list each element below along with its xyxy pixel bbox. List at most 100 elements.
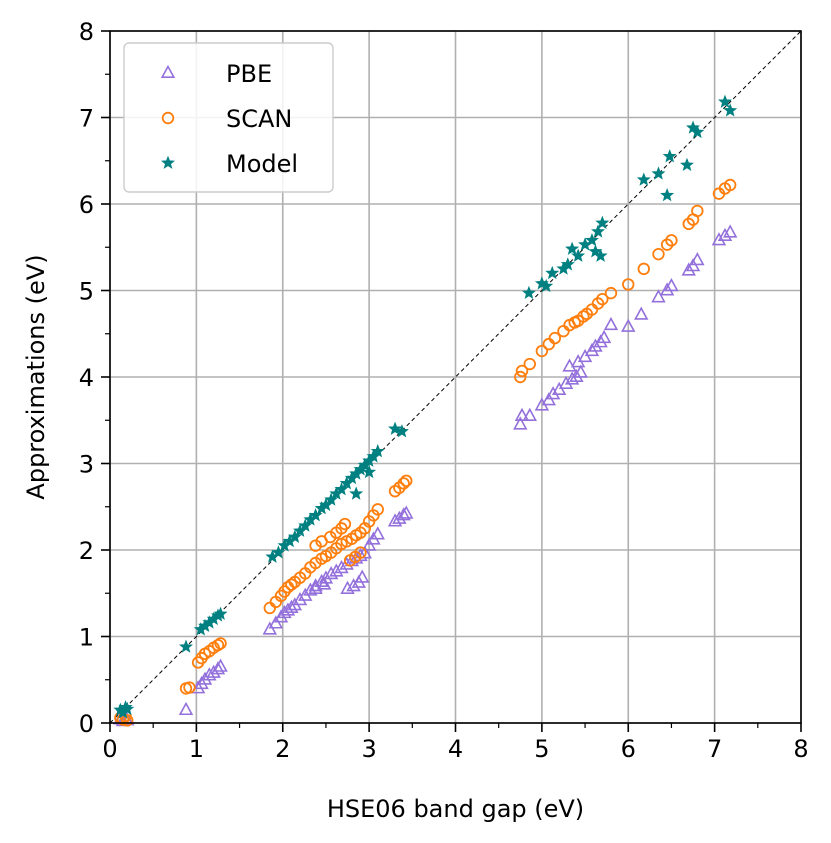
model-point bbox=[287, 529, 302, 543]
scan-point bbox=[622, 278, 635, 291]
model-point bbox=[334, 482, 349, 496]
model-point bbox=[571, 248, 586, 262]
pbe-point bbox=[664, 278, 679, 292]
data-points bbox=[113, 94, 738, 727]
scan-point bbox=[723, 178, 737, 192]
pbe-point bbox=[314, 573, 329, 588]
y-tick-label: 0 bbox=[79, 710, 94, 738]
pbe-point bbox=[210, 661, 226, 675]
pbe-point bbox=[588, 338, 603, 352]
pbe-point bbox=[621, 318, 636, 332]
scan-point bbox=[548, 331, 562, 345]
pbe-point bbox=[564, 371, 580, 385]
pbe-point bbox=[593, 334, 608, 348]
model-point bbox=[662, 149, 677, 163]
model-point bbox=[362, 464, 377, 479]
model-point bbox=[660, 188, 675, 202]
scan-point bbox=[121, 714, 134, 727]
pbe-point bbox=[303, 582, 318, 596]
pbe-point bbox=[603, 316, 619, 331]
pbe-point bbox=[651, 289, 666, 303]
y-tick-label: 2 bbox=[79, 537, 94, 565]
pbe-point bbox=[569, 368, 584, 383]
pbe-point bbox=[634, 306, 649, 320]
model-point bbox=[651, 166, 666, 180]
tick-marks bbox=[101, 30, 802, 732]
scan-point bbox=[400, 474, 413, 488]
model-point bbox=[324, 492, 339, 506]
model-point bbox=[636, 172, 651, 186]
scan-point bbox=[523, 357, 536, 371]
pbe-point bbox=[194, 675, 209, 690]
pbe-point bbox=[213, 658, 228, 672]
pbe-point bbox=[357, 545, 373, 559]
model-point bbox=[585, 233, 599, 247]
pbe-point bbox=[308, 578, 323, 592]
pbe-point bbox=[545, 386, 561, 400]
y-tick-label: 7 bbox=[79, 105, 94, 133]
scan-point bbox=[514, 370, 527, 384]
model-point bbox=[593, 248, 608, 262]
model-point bbox=[545, 265, 560, 280]
pbe-point bbox=[273, 609, 289, 623]
model-point bbox=[271, 545, 286, 559]
x-tick-label: 0 bbox=[102, 735, 117, 763]
scan-point bbox=[637, 262, 650, 276]
model-point bbox=[690, 124, 705, 139]
model-point bbox=[120, 701, 135, 716]
pbe-point bbox=[722, 224, 738, 238]
pbe-legend-marker bbox=[160, 64, 176, 79]
y-tick-label: 8 bbox=[79, 18, 94, 46]
model-point bbox=[394, 424, 409, 438]
reference-line-group bbox=[109, 30, 802, 724]
model-point bbox=[723, 103, 738, 117]
scan-point bbox=[604, 286, 618, 300]
model-point bbox=[718, 94, 732, 108]
scan-point bbox=[652, 247, 665, 261]
pbe-point bbox=[711, 232, 727, 246]
pbe-point bbox=[659, 282, 675, 296]
x-axis-label: HSE06 band gap (eV) bbox=[327, 795, 584, 823]
scan-point bbox=[354, 546, 367, 559]
scan-point bbox=[577, 310, 590, 323]
y-tick-label: 6 bbox=[79, 191, 94, 219]
scan-point bbox=[542, 337, 555, 351]
scan-point bbox=[371, 503, 384, 516]
x-tick-label: 5 bbox=[534, 735, 549, 763]
model-point bbox=[349, 486, 364, 500]
pbe-point bbox=[334, 559, 349, 574]
scan-point bbox=[596, 292, 609, 306]
reference-line bbox=[109, 30, 802, 724]
x-tick-label: 4 bbox=[448, 735, 463, 763]
pbe-point bbox=[197, 671, 213, 685]
pbe-point bbox=[584, 342, 600, 357]
pbe-point bbox=[355, 569, 370, 583]
pbe-point bbox=[317, 576, 332, 590]
x-tick-label: 2 bbox=[275, 735, 290, 763]
model-point bbox=[539, 278, 554, 293]
pbe-point bbox=[396, 507, 411, 521]
pbe-point bbox=[690, 252, 705, 266]
scan-legend-label: SCAN bbox=[226, 105, 292, 133]
pbe-point bbox=[522, 407, 537, 421]
x-tick-label: 3 bbox=[361, 735, 376, 763]
pbe-point bbox=[596, 329, 612, 344]
scan-point bbox=[557, 324, 570, 338]
pbe-point bbox=[329, 563, 344, 577]
scan-point bbox=[397, 477, 410, 490]
model-point bbox=[521, 285, 536, 300]
pbe-point bbox=[513, 416, 528, 430]
model-point bbox=[298, 518, 313, 532]
scan-point bbox=[515, 364, 529, 378]
model-legend-label: Model bbox=[226, 150, 298, 178]
pbe-point bbox=[370, 526, 385, 540]
pbe-point bbox=[323, 566, 339, 580]
y-axis-label: Approximations (eV) bbox=[22, 254, 50, 499]
model-point bbox=[591, 224, 605, 238]
pbe-point bbox=[573, 364, 588, 378]
model-point bbox=[213, 606, 228, 620]
scan-legend-marker bbox=[161, 111, 175, 125]
scan-point bbox=[665, 234, 678, 247]
pbe-point bbox=[346, 578, 361, 592]
